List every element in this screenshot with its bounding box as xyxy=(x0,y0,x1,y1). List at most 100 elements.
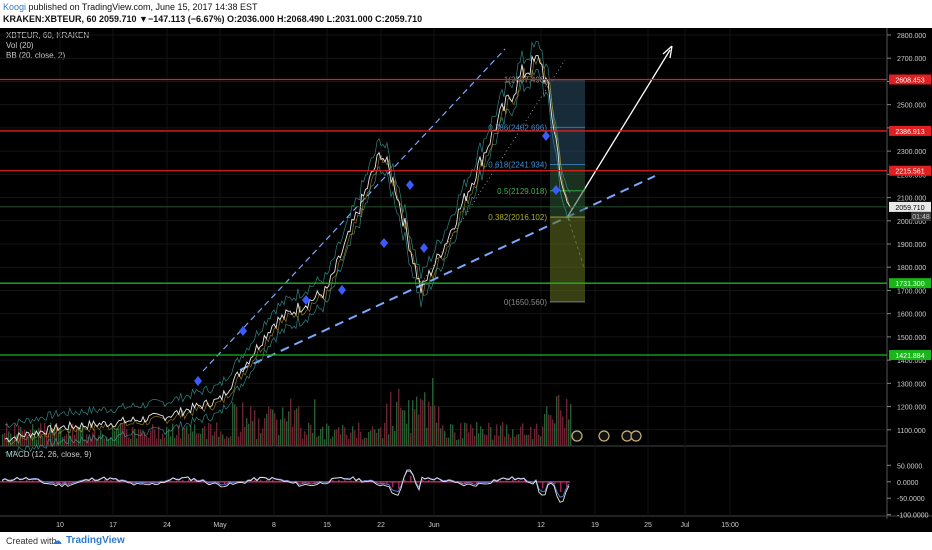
volume-bar xyxy=(498,435,500,446)
volume-bar xyxy=(160,439,162,446)
volume-bar xyxy=(434,405,436,446)
volume-bar xyxy=(58,432,60,446)
price-chart[interactable]: XBTEUR, 60, KRAKEN Vol (20) BB (20, clos… xyxy=(0,28,932,532)
macd-histogram-bar xyxy=(506,480,508,482)
volume-bar xyxy=(244,426,246,446)
volume-bar xyxy=(72,423,74,446)
macd-histogram-bar xyxy=(350,480,352,482)
volume-bar xyxy=(32,424,34,446)
volume-bar xyxy=(180,438,182,446)
fib-zone-lower xyxy=(550,217,585,302)
volume-bar xyxy=(522,423,524,446)
level-tag xyxy=(889,125,931,136)
macd-histogram-bar xyxy=(308,481,310,484)
buy-signal-marker xyxy=(239,326,247,336)
volume-bar xyxy=(294,410,296,446)
volume-bar xyxy=(500,425,502,446)
bb-lower-line xyxy=(4,69,571,457)
published-text: published on TradingView.com, June 15, 2… xyxy=(28,2,258,12)
macd-histogram-bar xyxy=(20,480,22,482)
price-tick-label: 1300.000 xyxy=(897,381,926,388)
macd-histogram-bar xyxy=(224,481,226,485)
volume-bar xyxy=(424,392,426,446)
volume-bar xyxy=(292,426,294,446)
time-tick-label: 22 xyxy=(377,522,385,529)
volume-bar xyxy=(376,432,378,446)
volume-bar xyxy=(262,428,264,446)
macd-histogram-bar xyxy=(518,480,520,482)
volume-bar xyxy=(96,438,98,446)
header: Koogi published on TradingView.com, June… xyxy=(0,0,932,28)
macd-histogram-bar xyxy=(68,481,70,485)
volume-bar xyxy=(464,422,466,446)
arrow-head-icon xyxy=(662,45,673,59)
volume-bar xyxy=(492,439,494,446)
volume-bar xyxy=(384,422,386,446)
volume-bar xyxy=(30,429,32,446)
volume-bar xyxy=(362,439,364,446)
volume-bar xyxy=(488,422,490,446)
volume-bar xyxy=(320,428,322,446)
volume-bar xyxy=(198,433,200,446)
volume-bar xyxy=(520,426,522,446)
volume-bar xyxy=(450,423,452,446)
volume-bar xyxy=(118,428,120,446)
volume-bar xyxy=(174,437,176,446)
macd-histogram-bar xyxy=(176,480,178,482)
macd-histogram-bar xyxy=(146,481,148,484)
volume-bar xyxy=(334,429,336,446)
volume-bar xyxy=(34,429,36,446)
macd-histogram-bar xyxy=(392,481,394,488)
volume-bar xyxy=(528,434,530,446)
volume-bar xyxy=(510,437,512,446)
volume-bar xyxy=(248,423,250,446)
volume-bar xyxy=(478,433,480,446)
volume-bar xyxy=(566,398,568,446)
volume-bar xyxy=(88,436,90,446)
macd-signal-line xyxy=(1,470,570,498)
volume-bar xyxy=(210,424,212,446)
volume-bar xyxy=(514,436,516,446)
volume-bar xyxy=(222,434,224,446)
volume-bar xyxy=(14,424,16,446)
volume-bar xyxy=(344,427,346,446)
volume-bar xyxy=(312,432,314,446)
volume-bar xyxy=(182,429,184,446)
buy-signal-marker xyxy=(406,180,414,190)
buy-signal-marker xyxy=(194,376,202,386)
publish-line: Koogi published on TradingView.com, June… xyxy=(3,2,258,12)
volume-bar xyxy=(542,426,544,446)
volume-bar xyxy=(110,437,112,446)
volume-bar xyxy=(532,439,534,446)
volume-bar xyxy=(48,432,50,446)
tradingview-logo[interactable]: TradingView xyxy=(66,535,125,546)
volume-bar xyxy=(260,433,262,446)
volume-bar xyxy=(246,418,248,446)
last-price-countdown: 01:48 xyxy=(912,214,930,221)
author-link[interactable]: Koogi xyxy=(3,2,27,12)
volume-bar xyxy=(256,439,258,446)
volume-bar xyxy=(410,432,412,446)
volume-bar xyxy=(68,424,70,446)
volume-bar xyxy=(56,422,58,446)
volume-bar xyxy=(548,414,550,446)
volume-bar xyxy=(208,422,210,446)
volume-bar xyxy=(280,419,282,446)
macd-histogram-bar xyxy=(410,475,412,482)
volume-bar xyxy=(504,436,506,446)
volume-bar xyxy=(266,413,268,446)
macd-histogram-bar xyxy=(272,479,274,482)
macd-histogram-bar xyxy=(32,480,34,482)
volume-bar xyxy=(128,437,130,446)
volume-bar xyxy=(290,398,292,446)
macd-histogram-bar xyxy=(116,480,118,482)
volume-bar xyxy=(324,439,326,446)
volume-bar xyxy=(42,435,44,446)
volume-bar xyxy=(230,436,232,446)
price-tick-label: 2700.000 xyxy=(897,56,926,63)
volume-bar xyxy=(188,433,190,446)
volume-bar xyxy=(278,435,280,446)
volume-bar xyxy=(218,436,220,446)
volume-bar xyxy=(518,434,520,446)
macd-histogram-bar xyxy=(416,481,418,483)
